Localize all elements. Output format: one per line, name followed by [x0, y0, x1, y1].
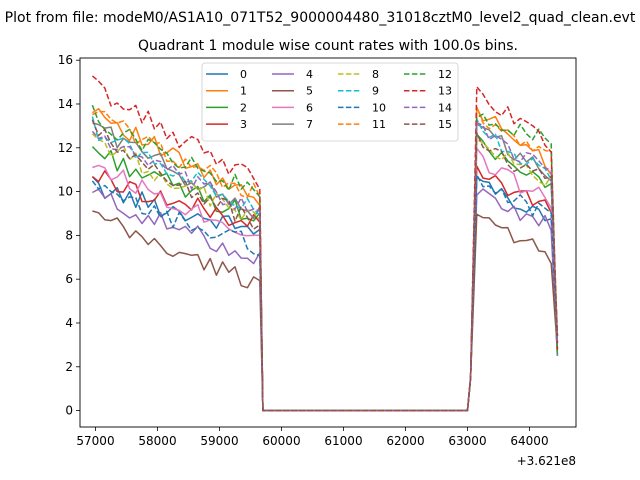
y-tick-label: 12: [58, 141, 73, 155]
y-tick-label: 4: [65, 316, 73, 330]
series-line-13: [91, 75, 559, 412]
y-tick-label: 0: [65, 404, 73, 418]
legend-label: 3: [240, 118, 247, 131]
x-offset-label: +3.621e8: [517, 454, 576, 468]
series-line-5: [92, 210, 559, 412]
x-tick-label: 61000: [324, 434, 362, 448]
x-tick-label: 63000: [448, 434, 486, 448]
legend-label: 0: [240, 68, 247, 81]
legend-label: 5: [306, 85, 313, 98]
legend-label: 12: [438, 68, 452, 81]
x-tick-label: 57000: [76, 434, 114, 448]
x-tick-label: 59000: [200, 434, 238, 448]
y-axis: 0 2 4 6 8 10 12 14 16: [58, 53, 80, 418]
legend-label: 14: [438, 101, 452, 114]
x-tick-label: 60000: [262, 434, 300, 448]
series-line-11: [92, 106, 559, 412]
series-line-15: [91, 119, 559, 412]
legend-label: 15: [438, 118, 452, 131]
x-tick-label: 62000: [386, 434, 424, 448]
series-line-6: [92, 147, 559, 412]
series-line-3: [91, 165, 559, 412]
legend-label: 1: [240, 85, 247, 98]
legend-label: 4: [306, 68, 313, 81]
plot-frame: [79, 57, 577, 428]
series-line-4: [92, 188, 559, 412]
series-line-1: [91, 106, 559, 412]
y-tick-label: 8: [65, 228, 73, 242]
y-tick-label: 16: [58, 53, 73, 67]
y-tick-label: 10: [58, 185, 73, 199]
chart-title: Quadrant 1 module wise count rates with …: [138, 38, 518, 54]
series-line-10: [91, 174, 559, 412]
legend-label: 8: [372, 68, 379, 81]
series-line-2: [91, 133, 559, 412]
x-axis: 57000 58000 59000 60000 61000 62000 63000 64000: [76, 427, 549, 448]
x-tick-label: 58000: [138, 434, 176, 448]
x-tick-label: 64000: [510, 434, 548, 448]
legend-label: 2: [240, 101, 247, 114]
legend-label: 10: [372, 101, 386, 114]
series-layer: [91, 75, 559, 412]
series-line-9: [91, 116, 559, 412]
legend-label: 9: [372, 85, 379, 98]
y-tick-label: 6: [65, 272, 73, 286]
series-line-12: [91, 104, 559, 412]
series-line-0: [91, 176, 559, 412]
y-tick-label: 2: [65, 360, 73, 374]
y-tick-label: 14: [58, 97, 73, 111]
legend-label: 6: [306, 101, 313, 114]
legend-label: 13: [438, 85, 452, 98]
chart-suptitle: Plot from file: modeM0/AS1A10_071T52_900…: [5, 10, 636, 26]
legend-box: [201, 62, 459, 142]
legend-label: 11: [372, 118, 386, 131]
series-line-14: [91, 121, 559, 412]
legend-label: 7: [306, 118, 313, 131]
